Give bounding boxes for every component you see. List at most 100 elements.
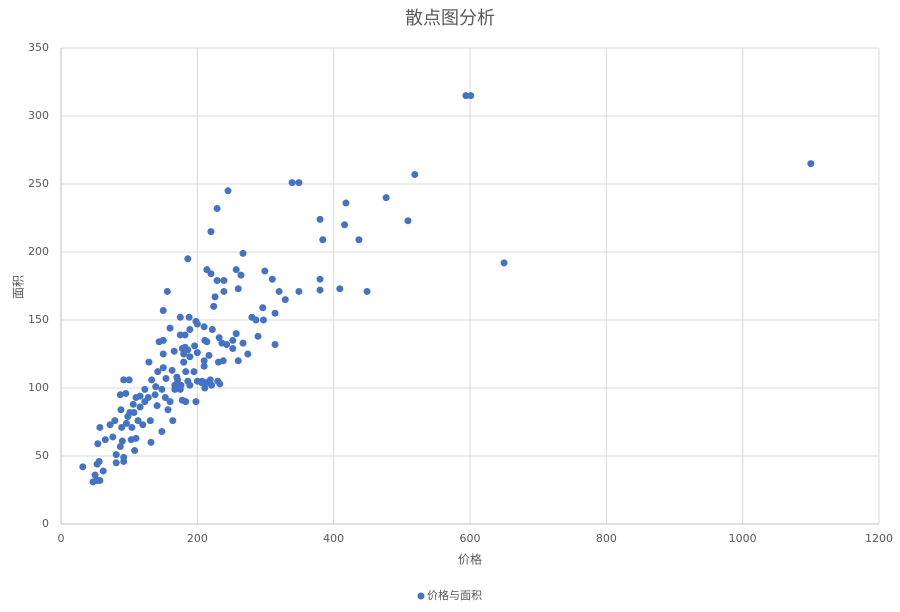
point xyxy=(158,428,166,436)
point xyxy=(152,383,160,391)
point xyxy=(288,179,296,187)
point xyxy=(141,385,149,393)
point xyxy=(91,471,99,479)
y-tick-label: 300 xyxy=(28,109,49,122)
point xyxy=(99,467,107,475)
point xyxy=(205,351,213,359)
point xyxy=(168,366,176,374)
point xyxy=(159,306,167,314)
point xyxy=(239,339,247,347)
point xyxy=(163,287,171,295)
point xyxy=(206,376,214,384)
x-tick-label: 1000 xyxy=(729,532,757,545)
point xyxy=(136,403,144,411)
point xyxy=(145,358,153,366)
point xyxy=(224,187,232,195)
point xyxy=(200,323,208,331)
point xyxy=(153,402,161,410)
point xyxy=(191,342,199,350)
point xyxy=(404,217,412,225)
point xyxy=(216,380,224,388)
point xyxy=(96,476,104,484)
point xyxy=(120,376,128,384)
point xyxy=(112,459,120,467)
point xyxy=(166,324,174,332)
point xyxy=(176,313,184,321)
point xyxy=(132,434,140,442)
point xyxy=(180,358,188,366)
point xyxy=(211,293,219,301)
point xyxy=(96,423,104,431)
point xyxy=(180,350,188,358)
point xyxy=(116,442,124,450)
point xyxy=(164,406,172,414)
point xyxy=(118,423,126,431)
point xyxy=(120,453,128,461)
y-tick-label: 250 xyxy=(28,177,49,190)
point xyxy=(200,357,208,365)
point xyxy=(237,271,245,279)
legend-marker xyxy=(417,592,425,600)
point xyxy=(173,373,181,381)
point xyxy=(139,421,147,429)
point xyxy=(122,389,130,397)
point xyxy=(166,398,174,406)
point xyxy=(147,438,155,446)
y-tick-label: 150 xyxy=(28,313,49,326)
point xyxy=(154,368,162,376)
y-tick-label: 0 xyxy=(42,517,49,530)
point xyxy=(146,417,154,425)
point xyxy=(171,381,179,389)
point xyxy=(261,267,269,275)
point xyxy=(316,275,324,283)
point xyxy=(94,440,102,448)
point xyxy=(281,296,289,304)
point xyxy=(232,266,240,274)
point xyxy=(148,376,156,384)
point xyxy=(232,330,240,338)
point xyxy=(355,236,363,244)
point xyxy=(95,457,103,465)
point xyxy=(382,194,390,202)
point xyxy=(112,451,120,459)
point xyxy=(125,376,133,384)
point xyxy=(182,398,190,406)
point xyxy=(176,385,184,393)
point xyxy=(79,463,87,471)
point xyxy=(134,417,142,425)
point xyxy=(220,277,228,285)
point xyxy=(271,309,279,317)
chart-title: 散点图分析 xyxy=(405,8,495,29)
point xyxy=(248,313,256,321)
point xyxy=(239,249,247,257)
point xyxy=(101,436,109,444)
point xyxy=(106,421,114,429)
legend-label: 价格与面积 xyxy=(427,588,482,602)
y-tick-label: 50 xyxy=(35,449,49,462)
point xyxy=(136,392,144,400)
point xyxy=(109,433,117,441)
point xyxy=(151,391,159,399)
point xyxy=(159,350,167,358)
point xyxy=(162,374,170,382)
point xyxy=(182,368,190,376)
point xyxy=(363,287,371,295)
point xyxy=(214,358,222,366)
x-tick-label: 1200 xyxy=(865,532,893,545)
point xyxy=(124,413,132,421)
point xyxy=(130,408,138,416)
point xyxy=(118,437,126,445)
point xyxy=(467,92,475,100)
point xyxy=(193,349,201,357)
point xyxy=(210,302,218,310)
point xyxy=(500,259,508,267)
point xyxy=(192,398,200,406)
point xyxy=(229,345,237,353)
point xyxy=(271,340,279,348)
point xyxy=(184,255,192,263)
point xyxy=(198,377,206,385)
point xyxy=(254,332,262,340)
point xyxy=(186,326,194,334)
point xyxy=(159,364,167,372)
